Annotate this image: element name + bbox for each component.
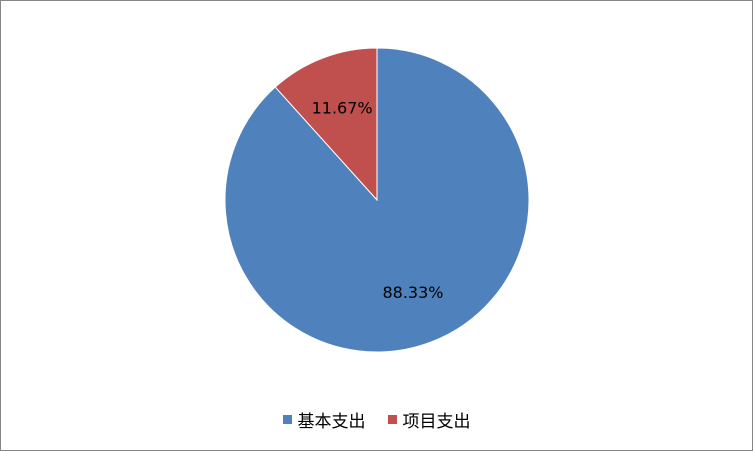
- data-label-project: 11.67%: [312, 99, 373, 118]
- legend-item-project: 项目支出: [387, 407, 471, 432]
- legend-label-basic: 基本支出: [297, 411, 366, 432]
- legend-swatch-project: [387, 414, 397, 424]
- legend-label-project: 项目支出: [402, 411, 471, 432]
- pie-slice-project: [274, 47, 378, 202]
- legend-swatch-basic: [282, 414, 292, 424]
- data-label-basic: 88.33%: [382, 283, 443, 302]
- legend: 基本支出 项目支出: [0, 407, 753, 432]
- legend-item-basic: 基本支出: [282, 407, 366, 432]
